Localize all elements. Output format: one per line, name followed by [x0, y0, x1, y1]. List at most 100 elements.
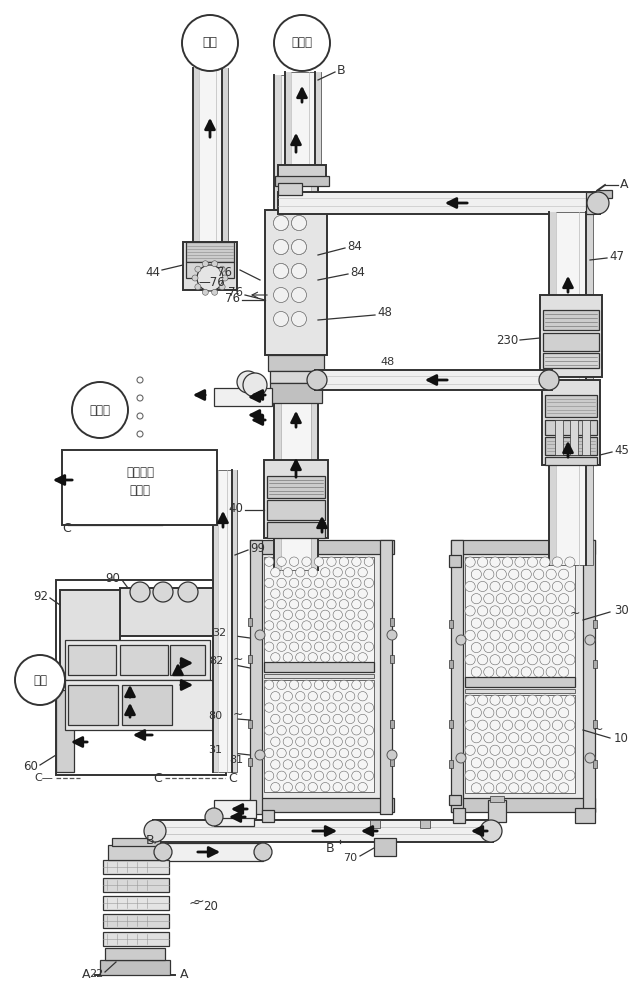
Circle shape	[502, 695, 513, 705]
Circle shape	[277, 621, 286, 630]
Circle shape	[296, 782, 305, 792]
Circle shape	[345, 568, 355, 577]
Circle shape	[308, 631, 317, 641]
Circle shape	[509, 783, 519, 793]
Circle shape	[283, 782, 293, 792]
Circle shape	[291, 312, 307, 326]
Circle shape	[358, 714, 368, 724]
Circle shape	[358, 610, 368, 619]
Bar	[222, 68, 228, 242]
Circle shape	[296, 653, 305, 662]
Circle shape	[515, 557, 525, 567]
Text: 76: 76	[228, 286, 243, 300]
Circle shape	[490, 557, 500, 567]
Bar	[540, 295, 602, 377]
Circle shape	[478, 695, 488, 705]
Circle shape	[496, 569, 506, 579]
Circle shape	[565, 745, 575, 755]
Bar	[596, 190, 612, 198]
Circle shape	[534, 758, 544, 768]
Bar	[65, 640, 210, 680]
Circle shape	[283, 589, 293, 598]
Text: 82: 82	[209, 656, 223, 666]
Bar	[213, 470, 237, 772]
Circle shape	[364, 600, 373, 609]
Circle shape	[197, 265, 223, 291]
Circle shape	[515, 606, 525, 616]
Text: 32: 32	[212, 628, 226, 638]
Circle shape	[502, 630, 513, 640]
Circle shape	[490, 630, 500, 640]
Bar	[465, 695, 575, 793]
Text: ~: ~	[188, 897, 200, 911]
Text: 84: 84	[347, 239, 362, 252]
Circle shape	[308, 589, 317, 598]
Circle shape	[296, 568, 305, 577]
Circle shape	[289, 748, 299, 758]
Circle shape	[471, 708, 481, 718]
Bar	[453, 543, 593, 803]
Circle shape	[546, 783, 556, 793]
Circle shape	[314, 642, 324, 651]
Circle shape	[254, 843, 272, 861]
Bar	[545, 437, 597, 455]
Text: B: B	[337, 64, 345, 77]
Circle shape	[565, 630, 575, 640]
Circle shape	[333, 631, 342, 641]
Bar	[193, 68, 199, 242]
Bar	[214, 800, 256, 818]
Circle shape	[153, 582, 173, 602]
Circle shape	[302, 726, 311, 735]
Bar	[420, 820, 430, 828]
Circle shape	[178, 582, 198, 602]
Bar	[370, 820, 380, 828]
Circle shape	[496, 667, 506, 677]
Circle shape	[265, 726, 273, 735]
Circle shape	[364, 557, 373, 566]
Circle shape	[130, 582, 150, 602]
Text: —76: —76	[198, 275, 225, 288]
Circle shape	[345, 610, 355, 619]
Circle shape	[471, 642, 481, 653]
Circle shape	[546, 594, 556, 604]
Circle shape	[540, 557, 550, 567]
Circle shape	[521, 594, 531, 604]
Bar	[586, 192, 594, 214]
Circle shape	[352, 600, 361, 609]
Circle shape	[484, 758, 494, 768]
Circle shape	[484, 667, 494, 677]
Circle shape	[265, 703, 273, 712]
Circle shape	[271, 653, 280, 662]
Circle shape	[496, 618, 506, 628]
Circle shape	[327, 703, 336, 712]
Bar	[264, 557, 374, 662]
Bar	[267, 476, 325, 498]
Circle shape	[271, 631, 280, 641]
Circle shape	[307, 370, 327, 390]
Circle shape	[502, 770, 513, 780]
Circle shape	[552, 581, 562, 592]
Text: 81: 81	[229, 755, 243, 765]
Circle shape	[465, 720, 475, 730]
Circle shape	[352, 748, 361, 758]
Circle shape	[273, 216, 289, 231]
Bar	[390, 618, 394, 626]
Circle shape	[212, 289, 218, 295]
Circle shape	[502, 606, 513, 616]
Circle shape	[308, 692, 317, 701]
Bar	[186, 262, 234, 278]
Bar	[250, 798, 394, 812]
Text: 40: 40	[228, 502, 243, 514]
Text: C—: C—	[34, 773, 53, 783]
Circle shape	[515, 745, 525, 755]
Circle shape	[339, 748, 349, 758]
Circle shape	[364, 578, 373, 588]
Text: C: C	[153, 772, 162, 784]
Circle shape	[296, 589, 305, 598]
Circle shape	[277, 578, 286, 588]
Bar	[232, 470, 237, 772]
Bar	[108, 845, 164, 860]
Circle shape	[509, 569, 519, 579]
Circle shape	[484, 642, 494, 653]
Circle shape	[327, 557, 336, 566]
